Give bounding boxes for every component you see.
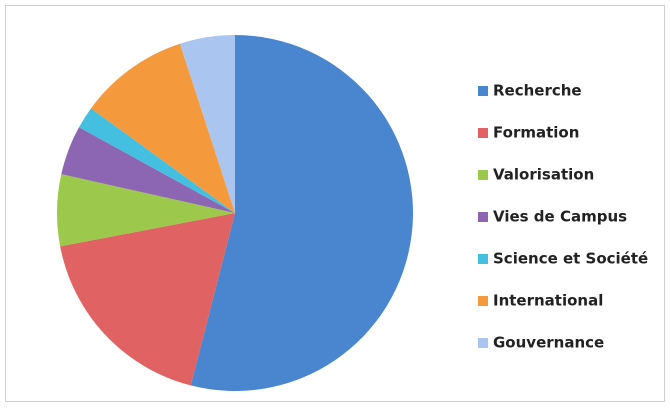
pie-slice [179,35,235,213]
legend-swatch [478,254,488,264]
legend-swatch [478,212,488,222]
legend-label: Gouvernance [493,334,604,352]
legend-swatch [478,170,488,180]
legend-label: Recherche [493,82,582,100]
legend-label: Vies de Campus [493,208,627,226]
legend-label: International [493,292,603,310]
legend-swatch [478,338,488,348]
legend-label: Formation [493,124,579,142]
pie-slice [57,174,236,247]
legend-swatch [478,86,488,96]
legend-label: Valorisation [493,166,594,184]
legend-label: Science et Société [493,250,648,268]
legend-swatch [478,128,488,138]
legend-swatch [478,296,488,306]
pie-slice [90,43,236,213]
pie-slice [61,127,235,213]
pie-slice [190,35,413,391]
pie-slice [79,108,235,213]
pie-slice [60,213,236,386]
